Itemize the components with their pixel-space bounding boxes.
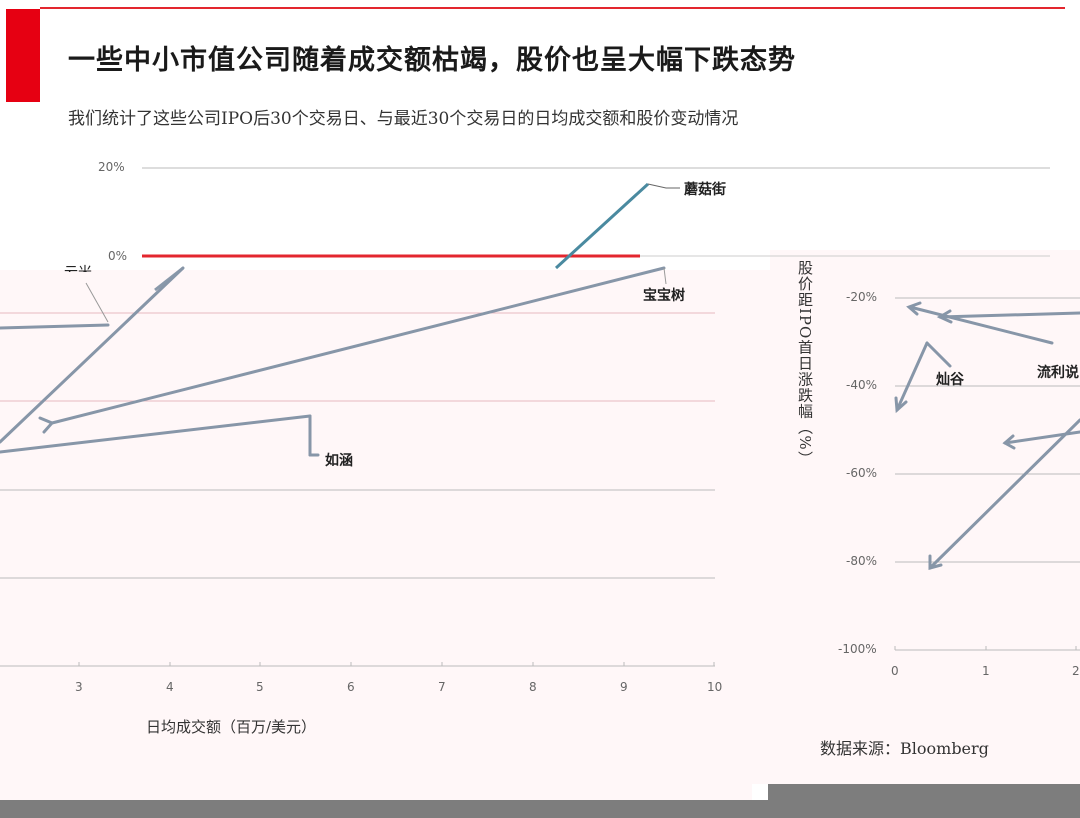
label-ruhan: 如涵 [325, 453, 353, 469]
label-xiangu: 灿谷 [936, 372, 964, 388]
x-axis-label: 日均成交额（百万/美元） [146, 718, 317, 736]
label-liulishuo: 流利说 [1037, 365, 1079, 381]
bottom-bar [0, 800, 1080, 818]
x-tick: 6 [347, 680, 355, 694]
page-subtitle: 我们统计了这些公司IPO后30个交易日、与最近30个交易日的日均成交额和股价变动… [68, 109, 739, 129]
y-tick: -20% [846, 290, 878, 304]
y-tick: -40% [846, 378, 878, 392]
top-rule [40, 7, 1065, 9]
y-tick-0: 0% [108, 249, 128, 263]
x-tick: 5 [256, 680, 264, 694]
label-partial: 云米 [64, 262, 92, 272]
x-tick: 8 [529, 680, 537, 694]
data-source: 数据来源：Bloomberg [820, 739, 989, 758]
x-tick: 3 [75, 680, 83, 694]
y-tick: -100% [838, 642, 877, 656]
slide-header-area [0, 0, 1080, 270]
x-tick: 4 [166, 680, 174, 694]
page-title: 一些中小市值公司随着成交额枯竭，股价也呈大幅下跌态势 [68, 45, 796, 76]
bottom-gap [752, 784, 768, 800]
y-tick-20: 20% [98, 160, 125, 174]
y-tick: -60% [846, 466, 878, 480]
label-baobaoshu: 宝宝树 [643, 288, 685, 304]
x-tick: 9 [620, 680, 628, 694]
right-chart-background [770, 250, 1080, 790]
x-tick: 10 [707, 680, 723, 694]
accent-block [6, 9, 40, 102]
x-tick: 1 [982, 664, 990, 678]
x-tick: 7 [438, 680, 446, 694]
y-tick: -80% [846, 554, 878, 568]
x-tick: 0 [891, 664, 899, 678]
label-mogu: 蘑菇街 [684, 182, 726, 198]
y-axis-label: 股价距IPO首日涨跌幅（%） [796, 260, 814, 467]
x-tick: 2 [1072, 664, 1080, 678]
